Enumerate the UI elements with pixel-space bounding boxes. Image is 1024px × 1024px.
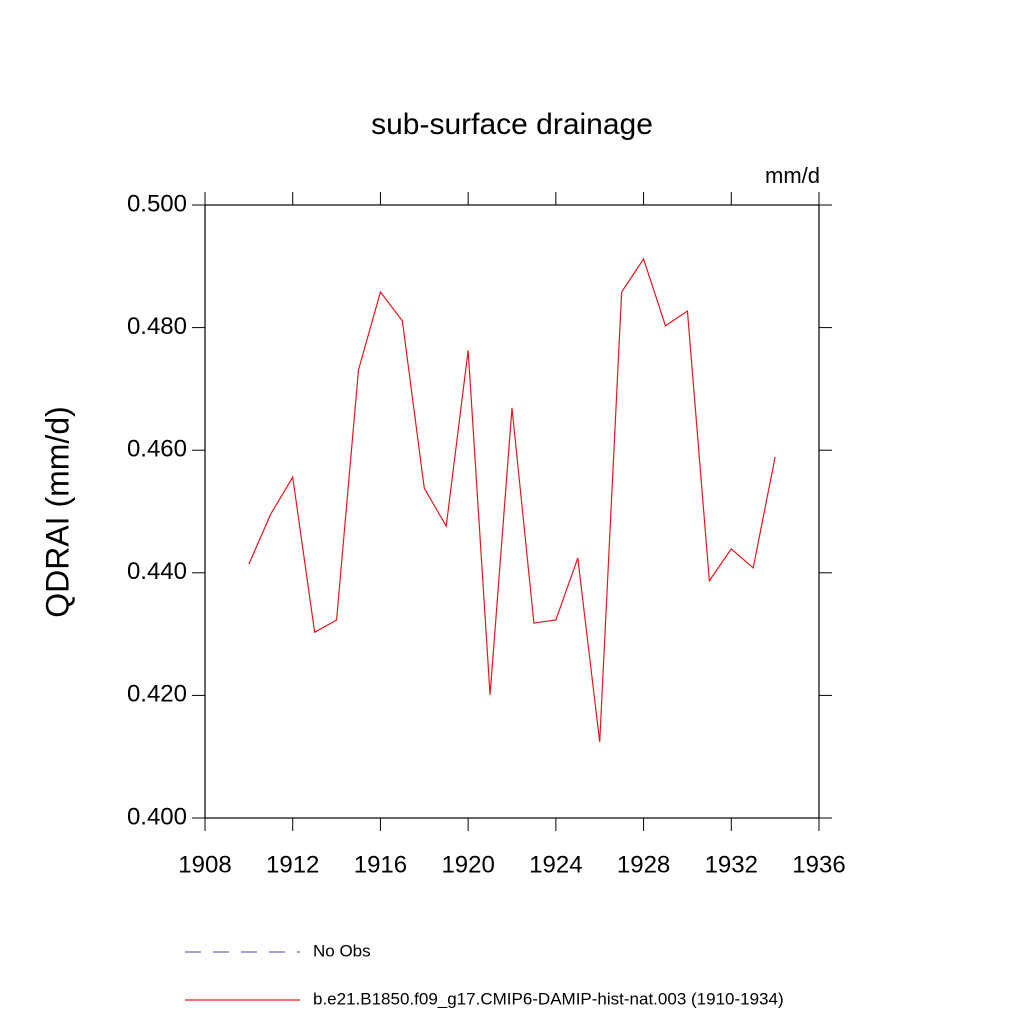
x-tick-label: 1908	[178, 851, 231, 878]
y-tick-label: 0.400	[127, 803, 187, 830]
x-tick-label: 1932	[705, 851, 758, 878]
chart-title: sub-surface drainage	[371, 108, 653, 141]
y-tick-label: 0.500	[127, 190, 187, 217]
legend-label: No Obs	[313, 941, 371, 960]
x-tick-label: 1928	[617, 851, 670, 878]
x-tick-label: 1936	[792, 851, 845, 878]
x-tick-label: 1920	[441, 851, 494, 878]
legend-label: b.e21.B1850.f09_g17.CMIP6-DAMIP-hist-nat…	[313, 989, 784, 1008]
plot-frame	[204, 204, 820, 819]
y-tick-label: 0.480	[127, 313, 187, 340]
x-tick-label: 1916	[354, 851, 407, 878]
y-axis-label: QDRAI (mm/d)	[39, 406, 75, 618]
data-line	[248, 257, 776, 743]
x-tick-label: 1912	[266, 851, 319, 878]
units-label: mm/d	[765, 163, 820, 188]
x-tick-label: 1924	[529, 851, 582, 878]
y-tick-label: 0.440	[127, 558, 187, 585]
y-tick-label: 0.460	[127, 436, 187, 463]
y-tick-label: 0.420	[127, 681, 187, 708]
